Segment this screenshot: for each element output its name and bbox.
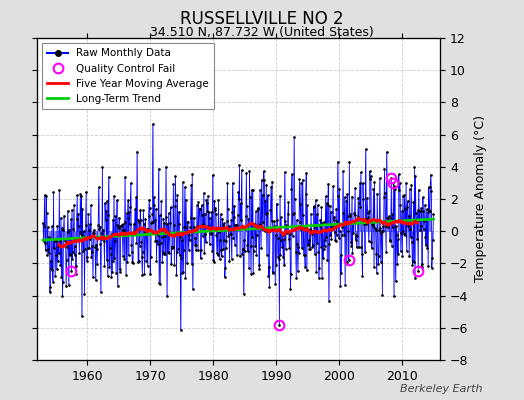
Y-axis label: Temperature Anomaly (°C): Temperature Anomaly (°C) [474, 116, 487, 282]
Text: RUSSELLVILLE NO 2: RUSSELLVILLE NO 2 [180, 10, 344, 28]
Text: 34.510 N, 87.732 W (United States): 34.510 N, 87.732 W (United States) [150, 26, 374, 39]
Legend: Raw Monthly Data, Quality Control Fail, Five Year Moving Average, Long-Term Tren: Raw Monthly Data, Quality Control Fail, … [42, 43, 214, 109]
Text: Berkeley Earth: Berkeley Earth [400, 384, 482, 394]
